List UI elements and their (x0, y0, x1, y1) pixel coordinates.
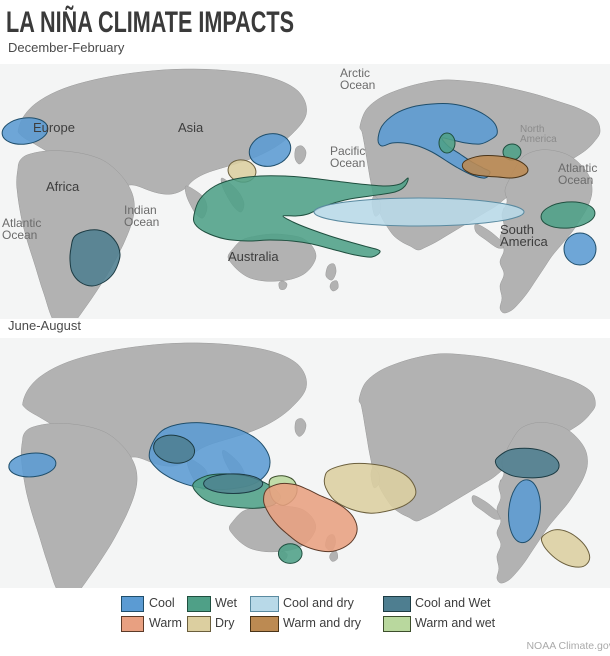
svg-text:Europe: Europe (33, 120, 75, 135)
svg-text:Ocean: Ocean (2, 228, 37, 242)
svg-text:Ocean: Ocean (558, 173, 593, 187)
svg-text:America: America (520, 134, 557, 145)
svg-text:Australia: Australia (228, 249, 279, 264)
svg-text:America: America (500, 234, 548, 249)
svg-text:Africa: Africa (46, 179, 80, 194)
svg-text:Asia: Asia (178, 120, 204, 135)
svg-text:Ocean: Ocean (330, 156, 365, 170)
svg-text:Ocean: Ocean (124, 215, 159, 229)
svg-text:Ocean: Ocean (340, 78, 375, 92)
